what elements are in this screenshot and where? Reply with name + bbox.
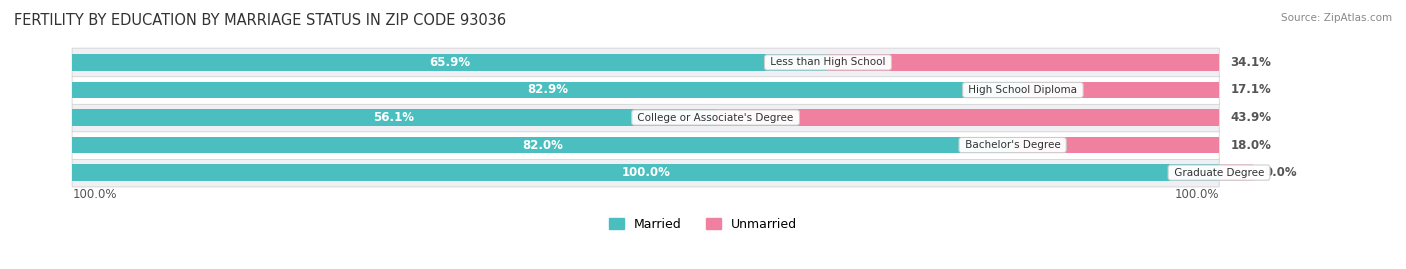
Bar	[1024, 82, 1219, 98]
Text: 82.0%: 82.0%	[522, 139, 562, 151]
FancyBboxPatch shape	[72, 131, 1219, 160]
Bar	[716, 109, 1219, 126]
Text: 100.0%: 100.0%	[621, 166, 671, 179]
Text: 82.9%: 82.9%	[527, 83, 568, 97]
Bar	[72, 137, 1012, 153]
Bar	[1012, 137, 1219, 153]
Text: Graduate Degree: Graduate Degree	[1171, 168, 1267, 178]
FancyBboxPatch shape	[72, 103, 1219, 132]
Text: 34.1%: 34.1%	[1230, 56, 1271, 69]
Text: 43.9%: 43.9%	[1230, 111, 1271, 124]
Text: 100.0%: 100.0%	[1174, 188, 1219, 201]
Text: 0.0%: 0.0%	[1265, 166, 1298, 179]
Bar	[72, 164, 1219, 181]
Bar	[1219, 164, 1253, 181]
FancyBboxPatch shape	[72, 158, 1219, 187]
Text: Bachelor's Degree: Bachelor's Degree	[962, 140, 1063, 150]
Bar	[72, 109, 716, 126]
Text: 18.0%: 18.0%	[1230, 139, 1271, 151]
Text: High School Diploma: High School Diploma	[966, 85, 1081, 95]
Text: 56.1%: 56.1%	[374, 111, 415, 124]
Text: College or Associate's Degree: College or Associate's Degree	[634, 112, 797, 122]
Text: Source: ZipAtlas.com: Source: ZipAtlas.com	[1281, 13, 1392, 23]
Text: FERTILITY BY EDUCATION BY MARRIAGE STATUS IN ZIP CODE 93036: FERTILITY BY EDUCATION BY MARRIAGE STATU…	[14, 13, 506, 29]
FancyBboxPatch shape	[72, 76, 1219, 104]
Text: Less than High School: Less than High School	[768, 57, 889, 68]
Legend: Married, Unmarried: Married, Unmarried	[609, 218, 797, 231]
Text: 100.0%: 100.0%	[72, 188, 117, 201]
Bar	[828, 54, 1219, 71]
FancyBboxPatch shape	[72, 48, 1219, 77]
Text: 65.9%: 65.9%	[430, 56, 471, 69]
Text: 17.1%: 17.1%	[1230, 83, 1271, 97]
Bar	[72, 54, 828, 71]
Bar	[72, 82, 1024, 98]
